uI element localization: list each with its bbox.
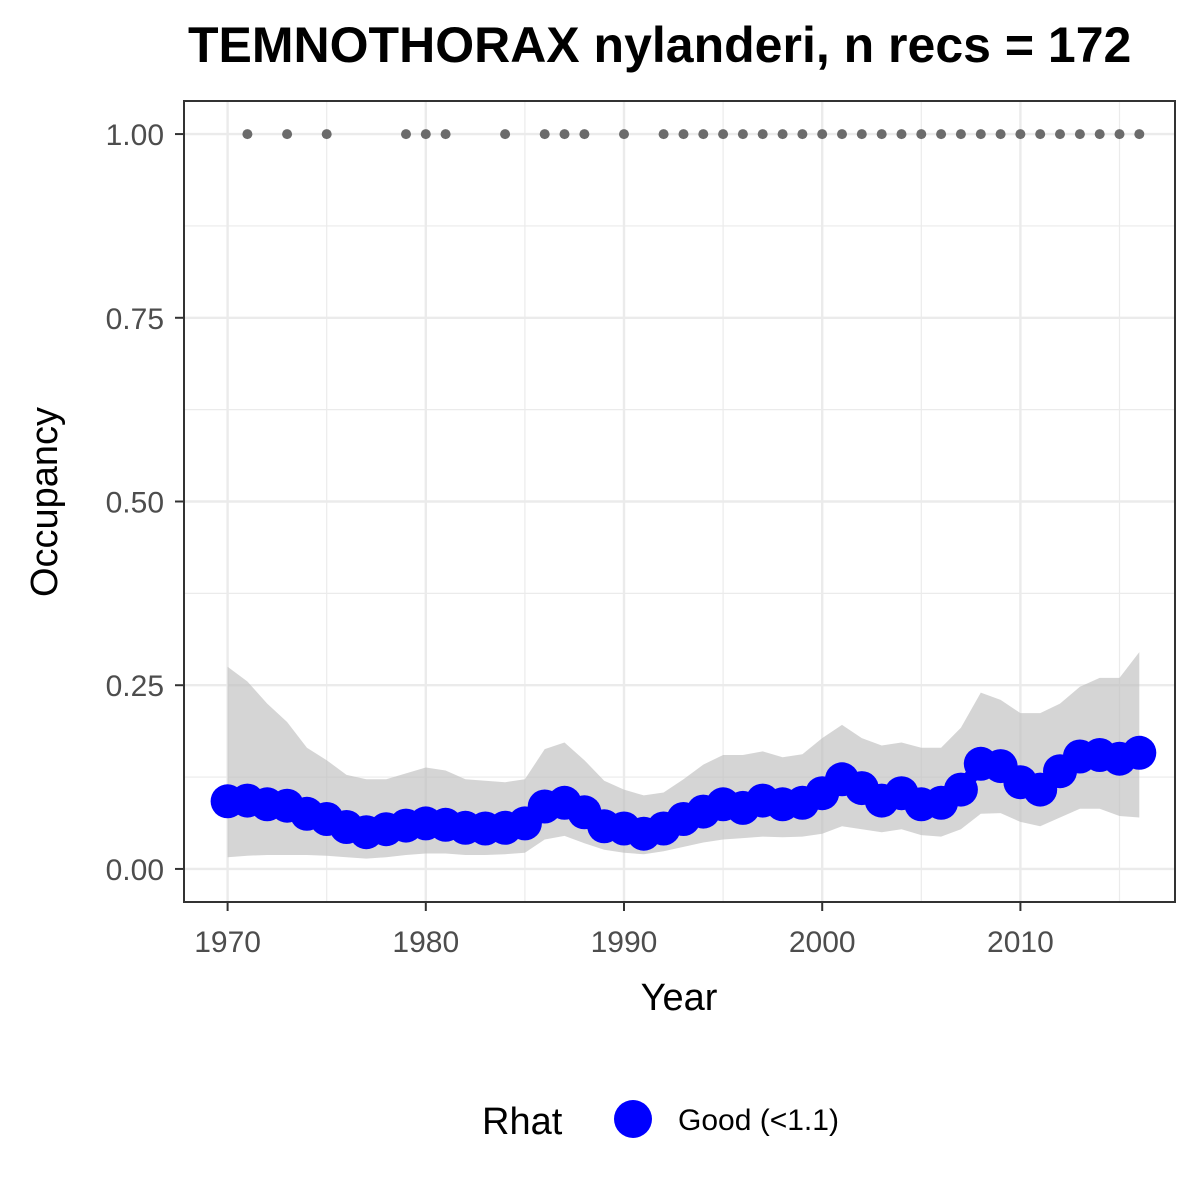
record-point <box>737 129 748 140</box>
record-point <box>837 129 847 140</box>
y-tick-label: 0.50 <box>106 487 164 520</box>
record-point <box>500 129 511 140</box>
y-tick-label: 0.00 <box>106 854 164 887</box>
legend-label-good: Good (<1.1) <box>678 1104 839 1137</box>
records-points-layer <box>242 129 1145 140</box>
record-point <box>1134 129 1145 140</box>
record-point <box>559 129 570 140</box>
record-point <box>440 129 451 140</box>
record-point <box>1055 129 1065 140</box>
x-axis-title: Year <box>641 977 718 1019</box>
record-point <box>658 129 669 140</box>
record-point <box>916 129 927 140</box>
y-tick-label: 1.00 <box>106 119 164 152</box>
x-tick-label: 1990 <box>591 926 658 959</box>
record-point <box>1015 129 1026 140</box>
record-point <box>1114 129 1125 140</box>
record-point <box>1035 129 1046 140</box>
record-point <box>856 129 867 140</box>
record-point <box>619 129 629 140</box>
record-point <box>401 129 411 140</box>
series-point <box>943 772 978 807</box>
record-point <box>242 129 253 140</box>
record-point <box>955 129 966 140</box>
record-point <box>995 129 1006 140</box>
y-axis-title: Occupancy <box>24 407 66 597</box>
record-point <box>321 129 332 140</box>
record-point <box>718 129 729 140</box>
record-point <box>678 129 689 140</box>
legend-key-good <box>614 1100 652 1138</box>
record-point <box>975 129 986 140</box>
record-point <box>936 129 947 140</box>
record-point <box>797 129 808 140</box>
y-tick-label: 0.75 <box>106 303 164 336</box>
x-tick-label: 2000 <box>789 926 856 959</box>
x-tick-label: 1980 <box>392 926 459 959</box>
x-tick-label: 1970 <box>194 926 261 959</box>
record-point <box>539 129 550 140</box>
record-point <box>757 129 768 140</box>
y-axis: 0.00 0.25 0.50 0.75 1.00 <box>106 119 184 887</box>
x-axis: 1970 1980 1990 2000 2010 <box>194 902 1054 959</box>
y-tick-label: 0.25 <box>106 670 164 703</box>
record-point <box>579 129 590 140</box>
legend-title: Rhat <box>482 1101 563 1143</box>
record-point <box>420 129 431 140</box>
record-point <box>282 129 293 140</box>
legend: Rhat Good (<1.1) <box>482 1100 839 1143</box>
record-point <box>777 129 788 140</box>
record-point <box>876 129 887 140</box>
x-tick-label: 2010 <box>987 926 1054 959</box>
series-points-layer <box>210 735 1157 851</box>
record-point <box>1074 129 1085 140</box>
chart-title: TEMNOTHORAX nylanderi, n recs = 172 <box>188 17 1131 73</box>
record-point <box>1094 129 1105 140</box>
record-point <box>698 129 709 140</box>
record-point <box>817 129 828 140</box>
record-point <box>896 129 907 140</box>
series-point <box>1122 735 1157 770</box>
